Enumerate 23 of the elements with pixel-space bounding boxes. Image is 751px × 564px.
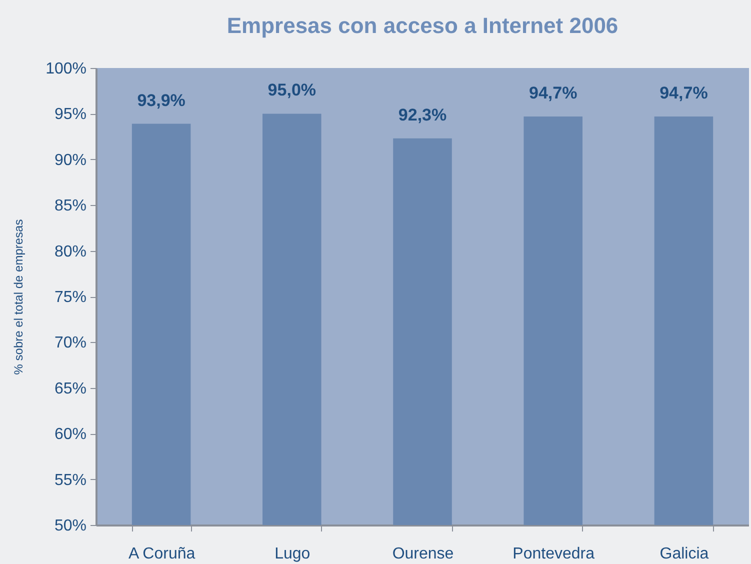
y-tick-label: 50% xyxy=(54,518,86,534)
y-tick-label: 90% xyxy=(54,152,86,169)
y-axis-title: % sobre el total de empresas xyxy=(12,219,26,375)
data-label: 95,0% xyxy=(268,80,316,100)
y-tick-label: 85% xyxy=(54,198,86,215)
y-tick-label: 65% xyxy=(54,380,86,398)
x-tick-label: Lugo xyxy=(274,546,310,562)
data-label: 93,9% xyxy=(137,90,186,110)
y-tick-label: 95% xyxy=(54,106,86,124)
chart-title: Empresas con acceso a Internet 2006 xyxy=(226,13,618,38)
x-tick-label: A Coruña xyxy=(128,546,196,562)
y-tick-label: 70% xyxy=(54,334,86,352)
data-label: 94,7% xyxy=(660,83,708,102)
data-label: 94,7% xyxy=(529,83,578,102)
data-label: 92,3% xyxy=(398,105,447,124)
y-tick-label: 75% xyxy=(54,289,86,306)
y-tick-label: 80% xyxy=(54,243,86,260)
x-tick-label: Galicia xyxy=(660,546,709,562)
y-tick-label: 55% xyxy=(54,472,86,489)
x-tick-label: Pontevedra xyxy=(512,546,595,562)
y-tick-label: 100% xyxy=(46,60,86,78)
y-tick-label: 60% xyxy=(54,426,86,444)
x-tick-label: Ourense xyxy=(392,546,454,562)
